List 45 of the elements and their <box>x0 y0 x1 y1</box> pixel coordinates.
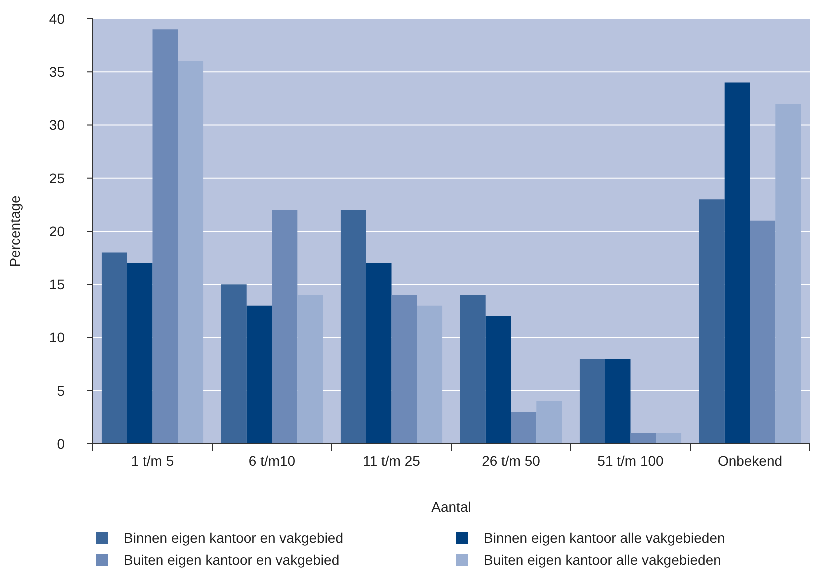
y-tick-label: 30 <box>49 117 66 134</box>
bar <box>724 82 750 444</box>
bar <box>605 359 631 444</box>
bar <box>656 433 682 444</box>
bar <box>630 433 656 444</box>
y-tick-label: 5 <box>57 382 66 399</box>
bar <box>298 295 324 444</box>
y-tick-label: 20 <box>49 223 66 240</box>
bar <box>460 295 486 444</box>
x-axis-title: Aantal <box>432 499 472 515</box>
bar <box>511 412 537 444</box>
y-tick-label: 0 <box>57 436 66 452</box>
legend-label: Buiten eigen kantoor en vakgebied <box>124 552 340 568</box>
bar <box>486 316 512 444</box>
x-tick-label: 6 t/m10 <box>248 453 296 469</box>
x-tick-label: 26 t/m 50 <box>482 453 541 469</box>
legend-label: Binnen eigen kantoor alle vakgebieden <box>484 530 726 546</box>
bar <box>750 220 776 444</box>
y-tick-label: 35 <box>49 64 66 80</box>
y-tick-label: 25 <box>49 170 66 186</box>
bar <box>699 200 725 444</box>
bar <box>417 306 443 444</box>
x-tick-label: 51 t/m 100 <box>598 453 664 469</box>
legend-label: Binnen eigen kantoor en vakgebied <box>124 530 344 546</box>
x-tick-label: 1 t/m 5 <box>131 453 174 469</box>
bar <box>366 263 392 444</box>
bar <box>272 210 298 444</box>
bar <box>102 252 128 444</box>
x-tick-label: Onbekend <box>718 453 783 469</box>
x-tick-label: 11 t/m 25 <box>363 453 421 469</box>
bar <box>246 306 272 444</box>
legend-label: Buiten eigen kantoor alle vakgebieden <box>484 552 722 568</box>
y-tick-label: 15 <box>49 276 66 293</box>
bar <box>340 210 366 444</box>
bar <box>178 62 204 444</box>
bar <box>127 263 153 444</box>
bar <box>536 402 562 444</box>
bar <box>152 30 178 444</box>
y-tick-label: 10 <box>49 330 66 346</box>
bar <box>776 104 802 444</box>
bar <box>392 295 418 444</box>
bar <box>221 284 247 444</box>
bar <box>580 359 606 444</box>
y-axis-title: Percentage <box>7 195 23 268</box>
y-tick-label: 40 <box>49 10 66 27</box>
